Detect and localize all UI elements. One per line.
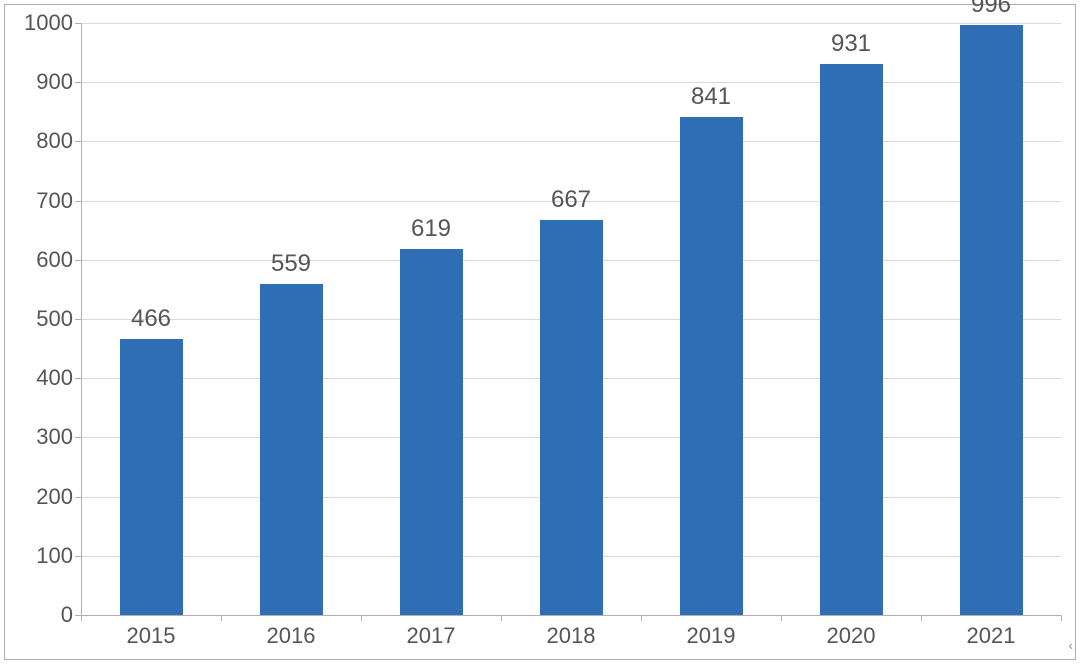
y-tick-label: 400 — [13, 365, 73, 391]
x-tick-label: 2018 — [547, 623, 596, 649]
x-tick-label: 2019 — [687, 623, 736, 649]
bar-value-label: 619 — [411, 215, 451, 243]
x-tick-label: 2016 — [267, 623, 316, 649]
corner-mark: ‹ — [1068, 637, 1073, 653]
gridline — [81, 141, 1061, 142]
x-tick-mark — [221, 615, 222, 621]
bar — [260, 284, 323, 615]
x-tick-mark — [641, 615, 642, 621]
x-tick-mark — [921, 615, 922, 621]
x-tick-label: 2021 — [967, 623, 1016, 649]
bar — [120, 339, 183, 615]
y-tick-label: 600 — [13, 247, 73, 273]
x-tick-mark — [781, 615, 782, 621]
bar — [540, 220, 603, 615]
x-tick-mark — [361, 615, 362, 621]
bar — [400, 249, 463, 615]
y-tick-label: 800 — [13, 128, 73, 154]
x-tick-mark — [1061, 615, 1062, 621]
gridline — [81, 82, 1061, 83]
y-tick-label: 700 — [13, 188, 73, 214]
y-axis-line — [81, 23, 82, 615]
bar — [960, 25, 1023, 615]
bar-value-label: 667 — [551, 186, 591, 214]
x-tick-label: 2020 — [827, 623, 876, 649]
gridline — [81, 23, 1061, 24]
plot-area: 466559619667841931996 — [81, 23, 1061, 615]
bar-value-label: 996 — [971, 0, 1011, 19]
bar — [820, 64, 883, 615]
bar-value-label: 841 — [691, 83, 731, 111]
y-tick-label: 0 — [13, 602, 73, 628]
y-tick-label: 200 — [13, 484, 73, 510]
y-tick-label: 100 — [13, 543, 73, 569]
bar-value-label: 559 — [271, 250, 311, 278]
x-tick-label: 2015 — [127, 623, 176, 649]
x-tick-mark — [81, 615, 82, 621]
y-tick-label: 300 — [13, 424, 73, 450]
x-tick-label: 2017 — [407, 623, 456, 649]
bar — [680, 117, 743, 615]
x-axis-line — [81, 615, 1061, 616]
y-tick-label: 500 — [13, 306, 73, 332]
chart-frame: 466559619667841931996 ‹ 0100200300400500… — [4, 4, 1076, 660]
y-tick-label: 1000 — [13, 10, 73, 36]
bar-value-label: 466 — [131, 305, 171, 333]
y-tick-label: 900 — [13, 69, 73, 95]
bar-value-label: 931 — [831, 30, 871, 58]
x-tick-mark — [501, 615, 502, 621]
